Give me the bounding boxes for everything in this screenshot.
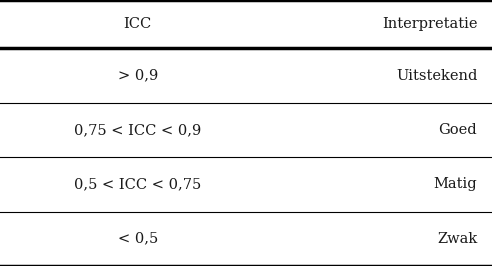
Text: ICC: ICC — [123, 17, 152, 31]
Text: Uitstekend: Uitstekend — [396, 69, 477, 82]
Text: > 0,9: > 0,9 — [118, 69, 158, 82]
Text: Interpretatie: Interpretatie — [382, 17, 477, 31]
Text: 0,75 < ICC < 0,9: 0,75 < ICC < 0,9 — [74, 123, 201, 137]
Text: Goed: Goed — [438, 123, 477, 137]
Text: 0,5 < ICC < 0,75: 0,5 < ICC < 0,75 — [74, 177, 201, 191]
Text: Matig: Matig — [433, 177, 477, 191]
Text: Zwak: Zwak — [437, 232, 477, 246]
Text: < 0,5: < 0,5 — [118, 232, 158, 246]
